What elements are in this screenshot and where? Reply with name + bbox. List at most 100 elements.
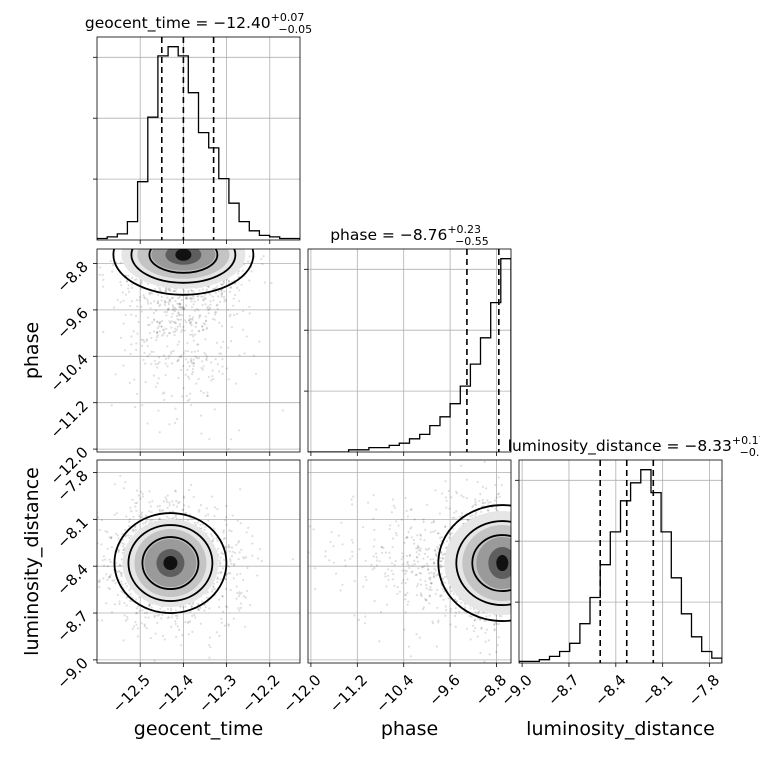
sample-point (220, 571, 223, 574)
sample-point (233, 551, 237, 555)
sample-point (197, 309, 200, 312)
sample-point (172, 321, 175, 324)
sample-point (192, 339, 195, 342)
sample-point (243, 352, 246, 355)
sample-point (140, 281, 143, 284)
sample-point (221, 552, 225, 556)
sample-point (190, 297, 193, 300)
sample-point (230, 340, 233, 343)
density-geocent_time-vs-luminosity_distance-contour-2 (141, 536, 200, 590)
sample-point (156, 366, 159, 369)
sample-point (162, 509, 165, 512)
hist-geocent_time: geocent_time = −12.40+0.07 −0.05 (85, 11, 312, 241)
sample-point (117, 537, 120, 540)
sample-point (485, 628, 488, 631)
sample-point (141, 404, 144, 407)
sample-point (229, 438, 232, 441)
sample-point (179, 306, 182, 309)
sample-point (411, 564, 414, 567)
sample-point (227, 572, 230, 575)
sample-point (187, 633, 190, 636)
sample-point (100, 519, 103, 522)
sample-point (436, 588, 439, 592)
hist-phase-content (308, 249, 511, 452)
sample-point (130, 335, 133, 338)
sample-point (216, 508, 219, 511)
sample-point (217, 547, 220, 550)
sample-point (451, 516, 454, 519)
sample-point (174, 614, 177, 617)
sample-point (493, 623, 496, 627)
sample-point (137, 494, 140, 497)
sample-point (190, 605, 193, 608)
sample-point (372, 517, 375, 520)
sample-point (153, 318, 156, 321)
sample-point (158, 508, 161, 511)
sample-point (205, 288, 208, 291)
sample-point (209, 293, 212, 296)
sample-point (407, 531, 410, 534)
sample-point (184, 297, 187, 300)
sample-point (343, 559, 346, 562)
sample-point (251, 554, 254, 557)
sample-point (145, 627, 148, 630)
sample-point (190, 300, 193, 303)
sample-point (429, 576, 432, 579)
sample-point (212, 585, 215, 588)
sample-point (207, 513, 210, 516)
sample-point (181, 328, 184, 331)
sample-point (147, 616, 150, 619)
sample-point (496, 493, 499, 496)
sample-point (232, 297, 235, 300)
sample-point (227, 546, 230, 549)
sample-point (433, 567, 436, 570)
hist-geocent_time-content (97, 37, 300, 240)
sample-point (214, 506, 217, 509)
sample-point (205, 596, 208, 600)
sample-point (246, 566, 249, 570)
sample-point (239, 522, 242, 525)
sample-point (171, 296, 174, 299)
sample-point (183, 306, 186, 309)
sample-point (164, 610, 167, 613)
sample-point (102, 555, 105, 558)
sample-point (263, 281, 266, 284)
sample-point (201, 368, 204, 371)
sample-point (197, 330, 200, 333)
sample-point (114, 603, 117, 606)
sample-point (499, 615, 503, 618)
sample-point (124, 293, 127, 296)
sample-point (144, 514, 147, 517)
sample-point (132, 515, 135, 519)
sample-point (123, 602, 126, 605)
sample-point (358, 548, 361, 551)
sample-point (178, 322, 181, 326)
sample-point (181, 509, 184, 512)
sample-point (494, 507, 497, 510)
sample-point (444, 480, 447, 483)
sample-point (164, 301, 167, 304)
sample-point (248, 255, 251, 258)
sample-point (243, 557, 246, 560)
sample-point (131, 498, 134, 501)
sample-point (469, 515, 472, 518)
sample-point (372, 494, 375, 497)
sample-point (129, 534, 133, 537)
sample-point (134, 314, 138, 318)
sample-point (192, 303, 195, 306)
sample-point (426, 555, 429, 558)
sample-point (153, 359, 156, 362)
sample-point (387, 578, 390, 581)
sample-point (429, 558, 432, 561)
sample-point (239, 572, 242, 576)
sample-point (177, 318, 180, 321)
sample-point (430, 588, 433, 591)
sample-point (400, 582, 403, 585)
sample-point (196, 295, 199, 298)
title-minus-error: −0.17 (740, 446, 760, 459)
sample-point (423, 552, 427, 556)
sample-point (237, 558, 240, 561)
sample-point (432, 519, 435, 523)
sample-point (206, 391, 209, 394)
